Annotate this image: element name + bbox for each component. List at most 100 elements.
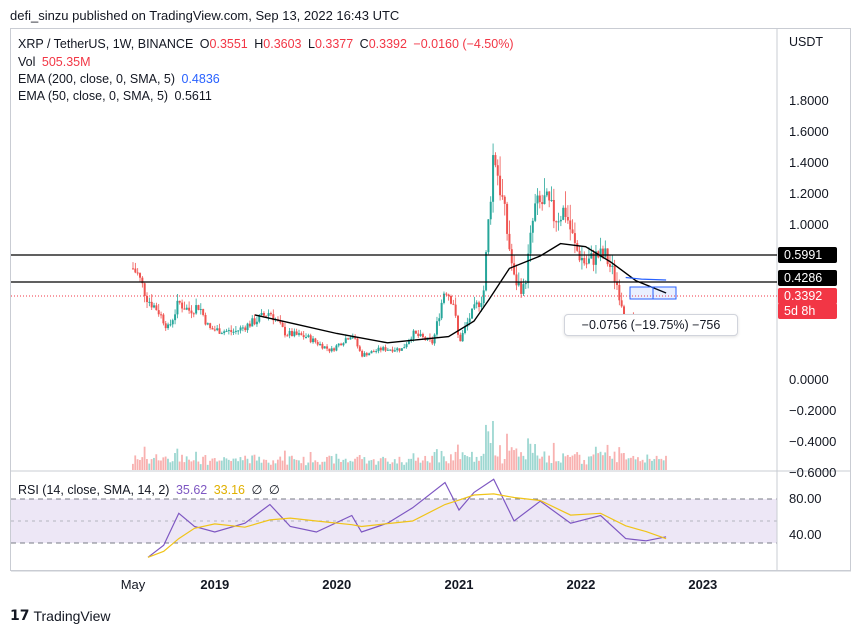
volume-bar xyxy=(459,459,462,470)
candle-body xyxy=(323,346,326,349)
candle-body xyxy=(545,191,548,196)
candle-body xyxy=(543,195,546,205)
volume-bar xyxy=(192,460,195,470)
legend-ema200: EMA (200, close, 0, SMA, 5) 0.4836 xyxy=(18,72,223,86)
candle-body xyxy=(389,349,392,351)
candles xyxy=(132,143,668,358)
volume-bar xyxy=(520,452,522,470)
rsi-axis[interactable]: 80.00 40.00 xyxy=(789,491,822,542)
time-tick-label: 2023 xyxy=(688,577,717,592)
volume-bar xyxy=(527,438,529,470)
volume-bar xyxy=(665,455,667,470)
volume-bar xyxy=(405,462,408,470)
volume-bar xyxy=(480,456,483,470)
volume-bar xyxy=(478,460,480,470)
candle-body xyxy=(342,343,345,346)
volume-bar xyxy=(594,446,597,470)
candle-body xyxy=(293,331,296,337)
volume-bar xyxy=(188,459,190,470)
volume-bar xyxy=(232,458,235,470)
volume-bar xyxy=(305,465,307,470)
volume-bar xyxy=(262,459,265,470)
rsi-value: 35.62 xyxy=(175,483,208,497)
volume-bar xyxy=(641,459,644,470)
candle-body xyxy=(283,326,286,336)
candle-body xyxy=(513,263,516,275)
volume-bar xyxy=(655,455,658,470)
candle-body xyxy=(265,315,268,317)
volume-bar xyxy=(407,458,410,470)
volume-bar xyxy=(461,452,464,470)
volume-bar xyxy=(660,458,663,470)
candle-body xyxy=(564,207,567,217)
candle-body xyxy=(613,265,616,282)
volume-bar xyxy=(618,447,621,470)
symbol-label[interactable]: XRP / TetherUS, 1W, BINANCE xyxy=(18,37,194,51)
volume-bar xyxy=(391,462,394,470)
volume-bar xyxy=(428,462,431,470)
volume-bar xyxy=(309,451,312,470)
legend-ema50: EMA (50, close, 0, SMA, 5) 0.5611 xyxy=(18,89,215,103)
tradingview-logo-icon: 17 xyxy=(10,608,30,624)
candle-body xyxy=(134,268,137,273)
candle-body xyxy=(262,312,265,316)
time-axis[interactable]: May 2019 2020 2021 2022 2023 xyxy=(121,577,718,592)
volume-bar xyxy=(379,458,382,470)
volume-bar xyxy=(234,458,237,470)
candle-body xyxy=(347,338,350,340)
volume-bar xyxy=(466,456,469,470)
volume-bar xyxy=(580,463,583,470)
candle-body xyxy=(220,333,223,335)
ema50-label[interactable]: EMA (50, close, 0, SMA, 5) xyxy=(18,89,169,103)
candle-body xyxy=(520,281,523,294)
volume-bar xyxy=(279,456,282,470)
candle-body xyxy=(267,313,270,316)
candle-body xyxy=(601,248,604,257)
volume-label[interactable]: Vol xyxy=(18,55,36,69)
volume-bar xyxy=(171,461,174,470)
volume-bar xyxy=(442,456,445,470)
candle-body xyxy=(307,335,310,337)
volume-bar xyxy=(623,453,625,470)
volume-bar xyxy=(615,462,618,470)
candle-body xyxy=(552,199,555,222)
volume-bar xyxy=(475,456,478,470)
volume-bar xyxy=(393,459,396,470)
candle-body xyxy=(620,300,623,307)
volume-bar xyxy=(536,455,539,470)
candle-body xyxy=(295,331,298,335)
volume-bar xyxy=(206,464,209,470)
measure-label[interactable]: −0.0756 (−19.75%) −756 xyxy=(564,314,738,336)
rsi-label[interactable]: RSI (14, close, SMA, 14, 2) xyxy=(18,483,170,497)
volume-bar xyxy=(414,460,417,470)
candle-body xyxy=(272,314,275,321)
candle-body xyxy=(382,347,385,351)
ema200-line xyxy=(625,276,667,281)
candle-body xyxy=(136,272,139,274)
volume-bar xyxy=(400,462,403,470)
volume-bar xyxy=(342,459,345,470)
candle-body xyxy=(302,335,305,338)
price-axis-unit: USDT xyxy=(789,35,824,49)
price-axis[interactable]: 1.80001.60001.40001.20001.00000.80000.00… xyxy=(789,93,836,480)
candle-body xyxy=(316,342,319,345)
candle-body xyxy=(403,347,406,349)
candle-body xyxy=(141,277,144,284)
change-value: −0.0160 (−4.50%) xyxy=(413,37,514,51)
price-tick-label: 1.8000 xyxy=(789,93,829,108)
candle-body xyxy=(398,348,401,351)
candle-body xyxy=(492,155,495,202)
candle-body xyxy=(248,323,251,327)
ema200-label[interactable]: EMA (200, close, 0, SMA, 5) xyxy=(18,72,176,86)
volume-bar xyxy=(255,460,258,470)
publisher-line: defi_sinzu published on TradingView.com,… xyxy=(10,8,400,23)
volume-bar xyxy=(471,451,473,470)
footer-brand[interactable]: 17 TradingView xyxy=(10,608,111,624)
candle-body xyxy=(309,335,312,343)
volume-bar xyxy=(216,461,218,470)
candle-body xyxy=(555,221,558,223)
volume-bar xyxy=(630,457,632,470)
candle-body xyxy=(204,314,207,325)
volume-bar xyxy=(538,458,541,470)
